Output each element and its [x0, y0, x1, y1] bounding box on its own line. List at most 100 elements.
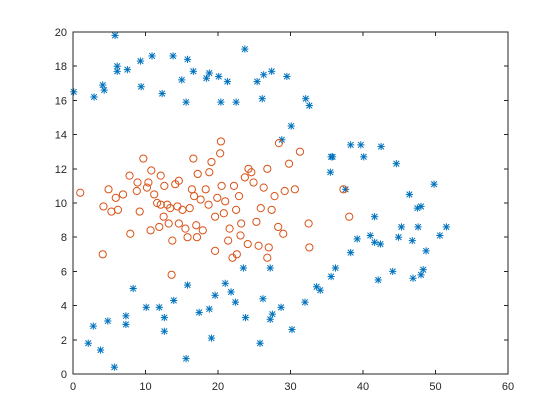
circle-marker [160, 181, 169, 190]
circle-marker [144, 178, 153, 187]
circle-marker [237, 219, 246, 228]
circle-marker [232, 250, 241, 259]
asterisk-marker [100, 86, 108, 94]
circle-marker [236, 231, 245, 240]
circle-marker [207, 157, 216, 167]
circle-marker [252, 217, 261, 226]
circle-marker [284, 159, 294, 168]
circle-marker [98, 250, 107, 259]
circle-marker [125, 171, 134, 180]
asterisk-marker [241, 313, 250, 322]
circle-marker [204, 200, 213, 209]
asterisk-marker [422, 247, 430, 255]
circle-marker [205, 168, 214, 177]
asterisk-marker [205, 305, 213, 313]
circle-marker [295, 147, 305, 156]
circle-marker [192, 221, 201, 230]
series-asterisk-points [70, 31, 450, 371]
asterisk-marker [389, 267, 397, 275]
asterisk-marker [328, 153, 337, 161]
asterisk-marker [183, 281, 192, 289]
circle-marker [135, 207, 144, 216]
circle-marker [168, 236, 177, 245]
asterisk-marker [409, 274, 417, 282]
circle-marker [274, 139, 283, 148]
circle-marker [247, 168, 256, 177]
asterisk-marker [89, 322, 97, 330]
asterisk-marker [182, 355, 190, 363]
asterisk-marker [183, 55, 192, 63]
circle-marker [263, 253, 272, 262]
x-tick-label: 10 [139, 381, 151, 393]
circle-marker [76, 188, 85, 197]
asterisk-marker [113, 67, 121, 75]
circle-marker [111, 193, 120, 202]
asterisk-marker [223, 77, 232, 86]
asterisk-marker [394, 233, 403, 241]
circle-marker [267, 205, 276, 214]
asterisk-marker [232, 98, 240, 106]
circle-marker [193, 169, 202, 179]
circle-marker [274, 222, 283, 232]
circle-marker [192, 233, 202, 242]
asterisk-marker [442, 223, 450, 231]
asterisk-marker [266, 264, 274, 272]
circle-marker [243, 239, 252, 249]
circle-marker [221, 197, 230, 206]
asterisk-marker [419, 266, 427, 274]
asterisk-marker [169, 52, 177, 60]
asterisk-marker [376, 240, 384, 248]
x-axis-ticks: 0 10 20 30 40 50 60 [70, 32, 514, 393]
y-tick-label: 12 [55, 164, 67, 176]
asterisk-marker [96, 346, 105, 354]
asterisk-marker [266, 315, 274, 323]
asterisk-marker [215, 72, 223, 81]
circle-marker [174, 219, 183, 228]
circle-marker [280, 186, 289, 196]
y-tick-label: 8 [61, 232, 67, 244]
asterisk-marker [136, 57, 145, 65]
circle-marker [118, 190, 128, 199]
x-tick-label: 0 [70, 381, 76, 393]
asterisk-marker [436, 231, 444, 240]
asterisk-marker [160, 313, 168, 322]
asterisk-marker [326, 168, 334, 176]
asterisk-marker [374, 276, 382, 284]
asterisk-marker [371, 213, 379, 221]
circle-marker [167, 270, 176, 279]
circle-marker [264, 243, 273, 252]
asterisk-marker [207, 334, 216, 342]
y-tick-label: 6 [61, 266, 67, 278]
asterisk-marker [123, 66, 131, 74]
asterisk-marker [195, 308, 203, 317]
asterisk-marker [122, 312, 130, 320]
asterisk-marker [227, 288, 235, 296]
asterisk-marker [170, 296, 178, 305]
asterisk-marker [371, 238, 379, 246]
y-tick-label: 4 [61, 301, 67, 313]
circle-marker [216, 137, 225, 146]
circle-marker [132, 186, 141, 196]
circle-marker [290, 185, 299, 194]
circle-marker [224, 236, 233, 245]
asterisk-marker [241, 45, 249, 53]
circle-marker [189, 154, 198, 163]
asterisk-marker [221, 279, 229, 287]
asterisk-marker [178, 76, 186, 84]
asterisk-marker [353, 235, 361, 243]
asterisk-marker [288, 325, 296, 334]
circle-marker [263, 164, 272, 173]
asterisk-marker [392, 160, 400, 168]
asterisk-marker [256, 339, 264, 347]
asterisk-marker [357, 141, 365, 149]
asterisk-marker [155, 303, 163, 311]
plot-background [73, 32, 508, 374]
asterisk-marker [90, 93, 98, 101]
y-tick-label: 0 [61, 369, 67, 381]
circle-marker [279, 229, 288, 238]
asterisk-marker [366, 231, 374, 240]
circle-marker [254, 241, 263, 250]
circle-marker [142, 183, 152, 192]
